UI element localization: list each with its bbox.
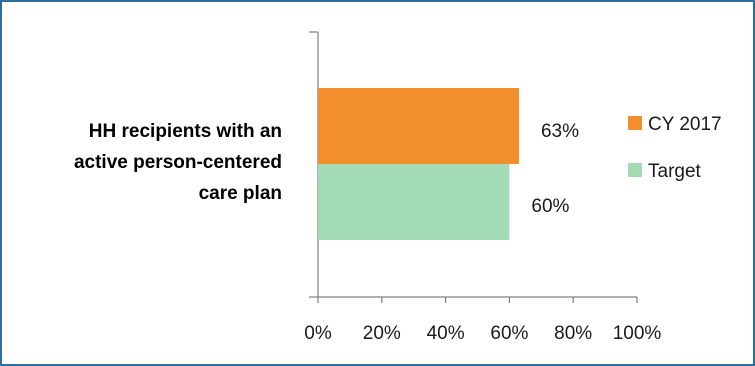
x-tick-label: 80%: [554, 323, 592, 344]
legend-swatch: [628, 163, 642, 177]
x-tick-label: 100%: [613, 323, 662, 344]
category-label-line: care plan: [199, 183, 282, 204]
x-tick-label: 0%: [304, 323, 332, 344]
data-label: 63%: [541, 121, 579, 142]
data-label: 60%: [531, 196, 569, 217]
x-tick-label: 20%: [363, 323, 401, 344]
legend-label: CY 2017: [648, 114, 722, 135]
x-tick-label: 40%: [427, 323, 465, 344]
category-label-line: HH recipients with an: [89, 121, 282, 142]
bars: [318, 88, 519, 240]
legend: CY 2017 Target: [628, 114, 722, 182]
legend-label: Target: [648, 161, 702, 182]
data-labels: 63% 60%: [531, 121, 579, 217]
category-label-line: active person-centered: [74, 152, 282, 173]
legend-swatch: [628, 116, 642, 130]
bar-target: [318, 164, 510, 240]
x-axis-ticks: 0% 20% 40% 60% 80% 100%: [304, 297, 661, 344]
bar-cy-2017: [318, 88, 519, 164]
x-tick-label: 60%: [490, 323, 528, 344]
category-label: HH recipients with an active person-cente…: [74, 121, 282, 204]
